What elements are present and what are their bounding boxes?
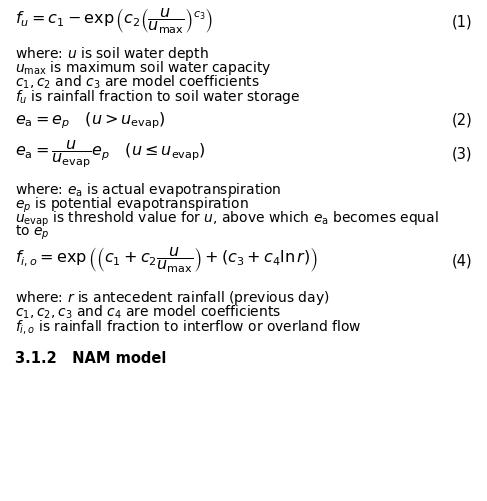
Text: (3): (3) — [452, 147, 472, 162]
Text: $f_{i,o}$ is rainfall fraction to interflow or overland flow: $f_{i,o}$ is rainfall fraction to interf… — [15, 318, 361, 336]
Text: $u_{\mathrm{evap}}$ is threshold value for $u$, above which $e_{\mathrm{a}}$ bec: $u_{\mathrm{evap}}$ is threshold value f… — [15, 210, 438, 229]
Text: $e_p$ is potential evapotranspiration: $e_p$ is potential evapotranspiration — [15, 195, 248, 214]
Text: where: $r$ is antecedent rainfall (previous day): where: $r$ is antecedent rainfall (previ… — [15, 289, 329, 307]
Text: where: $u$ is soil water depth: where: $u$ is soil water depth — [15, 45, 208, 63]
Text: $f_{i,o} = \exp\left(\left(c_1 + c_2\dfrac{u}{u_{\mathrm{max}}}\right) + (c_3 + : $f_{i,o} = \exp\left(\left(c_1 + c_2\dfr… — [15, 245, 318, 276]
Text: $e_{\mathrm{a}} = e_p \quad (u > u_{\mathrm{evap}})$: $e_{\mathrm{a}} = e_p \quad (u > u_{\mat… — [15, 110, 166, 131]
Text: $e_{\mathrm{a}} = \dfrac{u}{u_{\mathrm{evap}}} e_p \quad (u \leq u_{\mathrm{evap: $e_{\mathrm{a}} = \dfrac{u}{u_{\mathrm{e… — [15, 138, 206, 170]
Text: 3.1.2   NAM model: 3.1.2 NAM model — [15, 351, 166, 366]
Text: (2): (2) — [451, 113, 472, 128]
Text: where: $e_{\mathrm{a}}$ is actual evapotranspiration: where: $e_{\mathrm{a}}$ is actual evapot… — [15, 181, 281, 199]
Text: to $e_p$: to $e_p$ — [15, 223, 49, 241]
Text: $f_u = c_1 - \exp\left(c_2\left(\dfrac{u}{u_{\mathrm{max}}}\right)^{c_3}\right)$: $f_u = c_1 - \exp\left(c_2\left(\dfrac{u… — [15, 7, 213, 37]
Text: $c_1, c_2$ and $c_3$ are model coefficients: $c_1, c_2$ and $c_3$ are model coefficie… — [15, 74, 260, 91]
Text: $c_1, c_2, c_3$ and $c_4$ are model coefficients: $c_1, c_2, c_3$ and $c_4$ are model coef… — [15, 304, 281, 321]
Text: (1): (1) — [452, 14, 472, 29]
Text: (4): (4) — [452, 253, 472, 268]
Text: $f_u$ is rainfall fraction to soil water storage: $f_u$ is rainfall fraction to soil water… — [15, 88, 300, 106]
Text: $u_{\mathrm{max}}$ is maximum soil water capacity: $u_{\mathrm{max}}$ is maximum soil water… — [15, 59, 271, 77]
